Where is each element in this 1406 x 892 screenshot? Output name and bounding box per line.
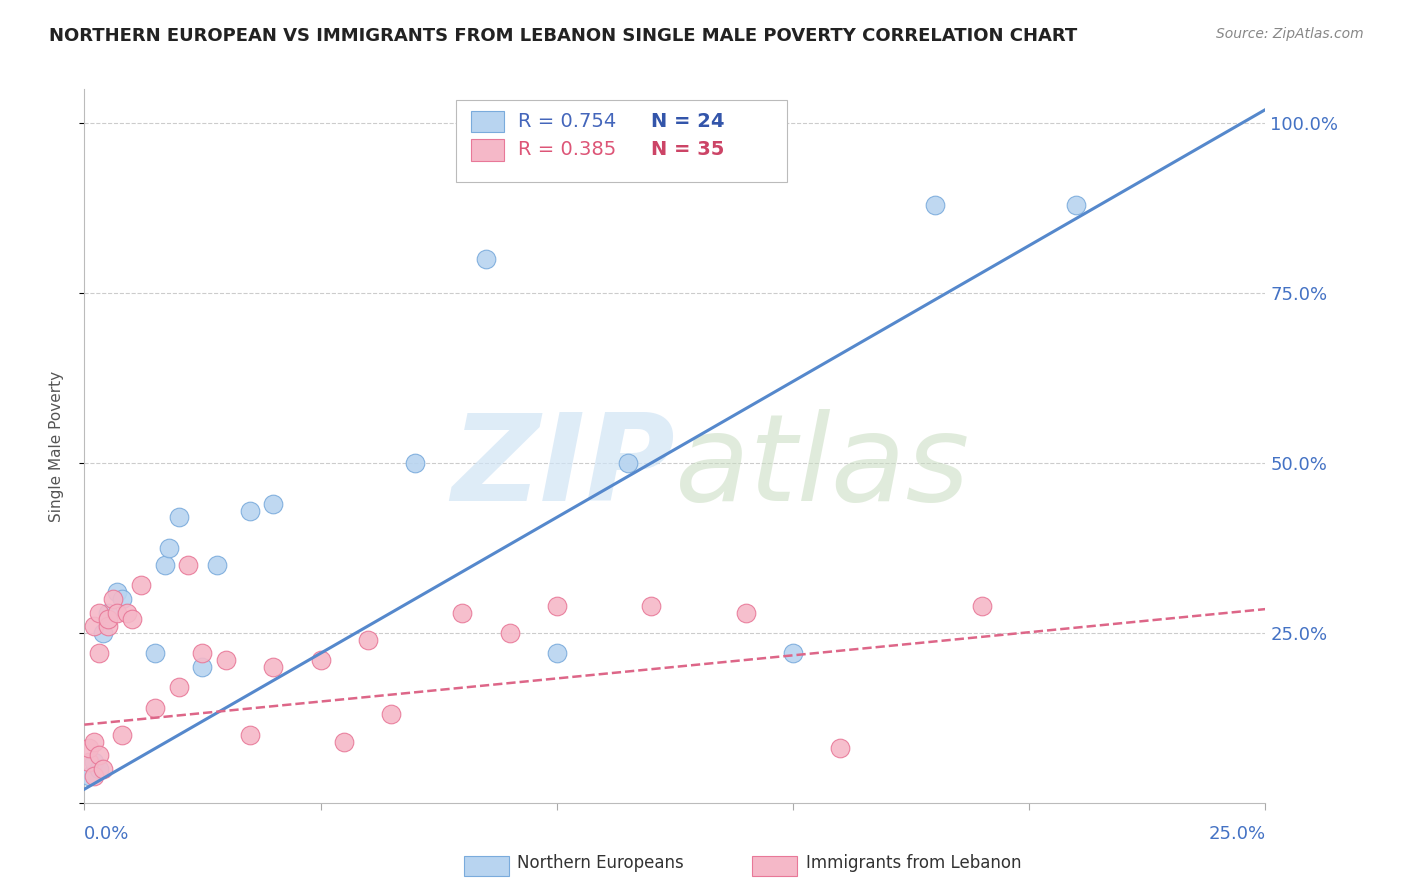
Point — [91, 626, 114, 640]
Point — [333, 734, 356, 748]
Point — [121, 612, 143, 626]
Point — [640, 599, 662, 613]
Point — [111, 591, 134, 606]
Point — [167, 680, 190, 694]
Point — [77, 755, 100, 769]
Point — [157, 541, 180, 555]
Point — [87, 646, 110, 660]
Point — [191, 646, 214, 660]
Point — [498, 144, 520, 158]
Point — [83, 769, 105, 783]
Point — [87, 748, 110, 763]
Point — [129, 578, 152, 592]
Point — [167, 510, 190, 524]
Point — [107, 585, 129, 599]
Point — [77, 741, 100, 756]
Point — [546, 646, 568, 660]
Point — [83, 734, 105, 748]
Text: N = 24: N = 24 — [651, 112, 724, 131]
Point — [153, 558, 176, 572]
Point — [262, 660, 284, 674]
Text: Source: ZipAtlas.com: Source: ZipAtlas.com — [1216, 27, 1364, 41]
Point — [782, 646, 804, 660]
FancyBboxPatch shape — [471, 139, 503, 161]
Point — [111, 728, 134, 742]
Point — [404, 456, 426, 470]
Point — [309, 653, 332, 667]
Point — [97, 606, 120, 620]
Y-axis label: Single Male Poverty: Single Male Poverty — [49, 370, 63, 522]
Text: 25.0%: 25.0% — [1208, 825, 1265, 843]
Point — [970, 599, 993, 613]
Point — [830, 741, 852, 756]
Point — [357, 632, 380, 647]
Point — [87, 606, 110, 620]
Point — [734, 606, 756, 620]
Point — [616, 456, 638, 470]
Point — [97, 612, 120, 626]
Point — [143, 700, 166, 714]
Point — [101, 591, 124, 606]
Point — [522, 136, 544, 151]
Point — [262, 497, 284, 511]
Text: N = 35: N = 35 — [651, 140, 724, 160]
Text: R = 0.385: R = 0.385 — [517, 140, 616, 160]
Point — [451, 606, 474, 620]
Point — [205, 558, 228, 572]
Point — [239, 728, 262, 742]
Point — [380, 707, 402, 722]
Text: Immigrants from Lebanon: Immigrants from Lebanon — [806, 855, 1021, 872]
Text: atlas: atlas — [675, 409, 970, 526]
Point — [215, 653, 238, 667]
Point — [97, 619, 120, 633]
Point — [239, 503, 262, 517]
Point — [546, 599, 568, 613]
Point — [91, 762, 114, 776]
Point — [83, 755, 105, 769]
Point — [87, 762, 110, 776]
Point — [924, 198, 946, 212]
Text: NORTHERN EUROPEAN VS IMMIGRANTS FROM LEBANON SINGLE MALE POVERTY CORRELATION CHA: NORTHERN EUROPEAN VS IMMIGRANTS FROM LEB… — [49, 27, 1077, 45]
Text: ZIP: ZIP — [451, 409, 675, 526]
Point — [1066, 198, 1088, 212]
Text: 0.0%: 0.0% — [84, 825, 129, 843]
FancyBboxPatch shape — [471, 111, 503, 132]
Point — [77, 769, 100, 783]
Point — [115, 606, 138, 620]
Point — [143, 646, 166, 660]
Point — [498, 626, 520, 640]
Text: Northern Europeans: Northern Europeans — [517, 855, 685, 872]
Point — [191, 660, 214, 674]
Point — [83, 619, 105, 633]
Point — [107, 606, 129, 620]
Point — [177, 558, 200, 572]
FancyBboxPatch shape — [457, 100, 787, 182]
Point — [475, 252, 498, 266]
Text: R = 0.754: R = 0.754 — [517, 112, 616, 131]
